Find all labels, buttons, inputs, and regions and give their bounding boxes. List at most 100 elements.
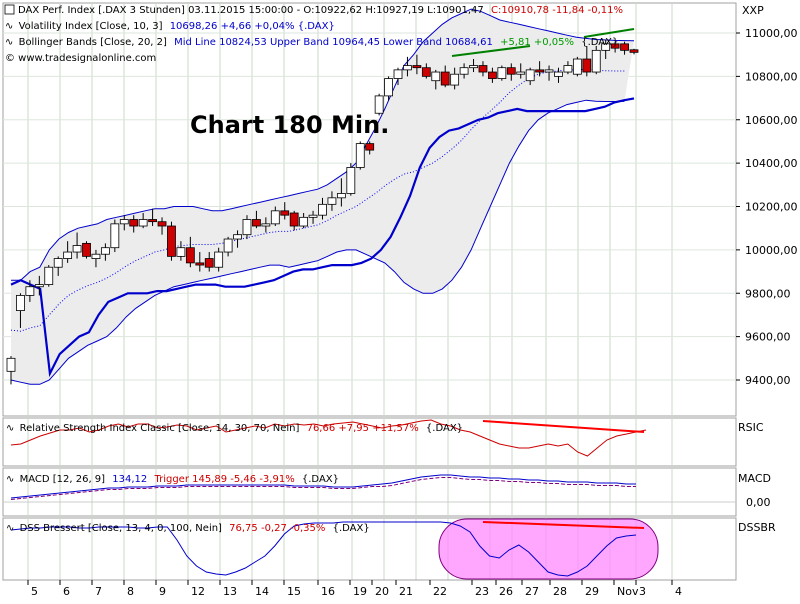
candle-body [100,247,110,255]
candle [214,247,224,272]
candle-body [450,73,460,86]
macd-panel: ∿ MACD [12, 26, 9] 134,12 Trigger 145,89… [2,467,771,517]
rsi-divergence-line [482,420,645,433]
candle [610,41,620,53]
x-tick-label: 12 [191,585,205,598]
x-tick-label: 13 [223,585,237,598]
candles-group [6,39,639,385]
candle [374,93,384,116]
candle [318,197,327,220]
candle [516,63,526,79]
candle-body [72,245,82,253]
dss-highlight-region [438,518,659,580]
dss-panel: ∿ DSS Bressert [Close, 13, 4, 0, 100, Ne… [2,517,776,581]
candle-body [431,71,441,82]
candle [582,46,592,77]
header-legend: DAX Perf. Index [.DAX 3 Stunden] 03.11.2… [4,4,623,64]
x-tick-label: Nov [617,585,639,598]
candle-body [308,214,318,218]
candle [327,191,337,211]
rsi-axis-label: RSIC [738,421,764,434]
candle-body [393,69,403,79]
x-axis: 5 6 7 8 9 12 13 14 15 16 19 20 21 22 23 26 27 28 29 Nov 3 4 [3,579,736,598]
candle [223,236,233,257]
candle-body [554,71,563,77]
candle [421,63,431,79]
candle [6,356,16,385]
candle [157,217,167,235]
currency-label: XXP [742,4,764,17]
x-tick-label: 29 [585,585,599,598]
candle [601,39,611,60]
candle-body [412,65,422,69]
candle-body [459,67,469,75]
candle-body [129,219,139,227]
candle [469,59,478,73]
candle-body [195,262,205,266]
header-line4: © www.tradesignalonline.com [5,53,156,64]
macd-vertical-grid [27,468,673,516]
green-trendline-2 [583,28,635,38]
x-tick-label: 28 [553,585,567,598]
candle-body [204,258,214,268]
candle-body [16,295,25,312]
candle [176,241,186,261]
candle [525,67,535,86]
candle [185,236,195,268]
indicator-wave-icon: ∿ [5,37,13,48]
candle-body [299,216,309,227]
candle-body [365,143,375,151]
macd-axis-label: MACD [738,472,771,485]
candle [167,221,176,261]
candle [242,215,252,240]
candle [365,141,375,155]
candle-body [497,67,507,79]
candle-body [346,167,356,194]
candle-body [110,223,120,249]
candle-body [289,212,299,227]
candle [63,241,73,263]
dss-title: ∿ DSS Bressert [Close, 13, 4, 0, 100, Ne… [6,523,370,534]
x-tick-label: 26 [499,585,513,598]
candle [138,213,148,229]
candle [289,210,299,231]
candle [478,61,488,77]
candle-body [6,357,16,372]
candle [280,202,290,220]
candle-body [176,247,186,257]
candle [412,54,422,75]
candle-body [270,210,280,225]
collapse-box-icon[interactable] [4,4,15,15]
candle-body [280,210,290,216]
x-tick-label: 4 [675,585,682,598]
indicator-wave-icon: ∿ [6,423,14,434]
candle-body [138,219,148,227]
rsi-panel: ∿ Relative Strength Index Classic [Close… [2,417,764,467]
candle [195,252,205,272]
candle [119,215,129,231]
y-tick-label: 10800,00 [745,70,798,83]
candle-body [610,43,620,49]
candle-body [318,203,327,216]
dss-axis-label: DSSBR [738,521,776,534]
candle-body [53,258,63,268]
x-tick-label: 19 [353,585,367,598]
y-tick-label: 10000,00 [745,244,798,257]
indicator-wave-icon: ∿ [6,474,14,485]
candle-body [25,286,35,296]
bollinger-mid-line [10,68,625,332]
candle [336,178,346,207]
x-tick-label: 8 [127,585,134,598]
candle-body [242,219,252,236]
macd-trigger-line [10,477,636,500]
candle-body [44,266,54,285]
x-tick-label: 14 [255,585,269,598]
macd-plot-area [2,467,737,517]
header-line1: DAX Perf. Index [.DAX 3 Stunden] 03.11.2… [18,5,623,16]
bollinger-band-fill [11,9,634,385]
candle-body [620,43,629,51]
candle [459,63,469,79]
candle-body [233,234,242,240]
y-tick-label: 10200,00 [745,201,798,214]
